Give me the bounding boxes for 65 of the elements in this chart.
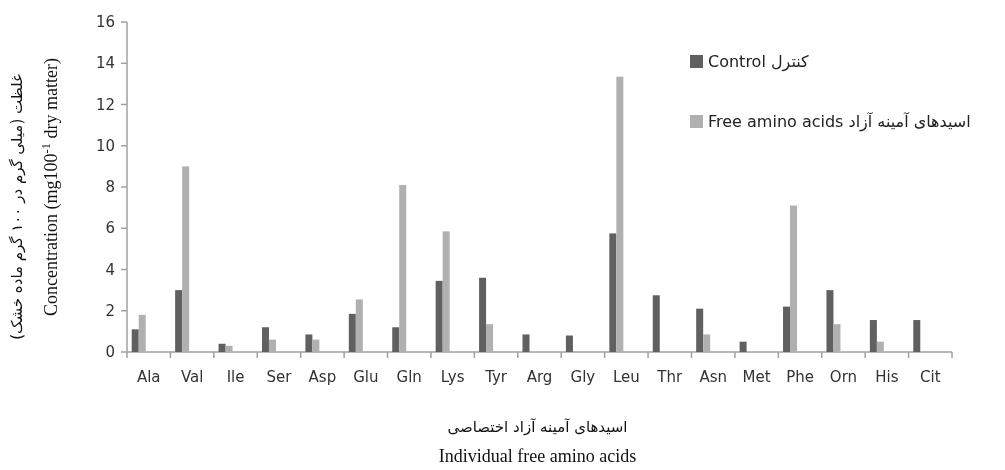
y-tick-label: 4 <box>105 260 115 279</box>
bar <box>138 314 146 352</box>
bar <box>703 334 711 352</box>
x-tick-label: Gln <box>396 368 422 386</box>
bar <box>131 329 139 352</box>
x-tick-label: Leu <box>612 368 640 386</box>
bar <box>783 306 791 352</box>
x-tick-label: Ser <box>266 368 293 386</box>
bar <box>616 76 624 352</box>
bar <box>435 280 443 352</box>
bar <box>739 341 747 352</box>
x-tick-label: Cit <box>920 368 941 386</box>
y-tick-label: 12 <box>95 95 115 114</box>
x-tick-label: Thr <box>656 368 684 386</box>
bar <box>826 290 834 352</box>
x-tick-label: Asn <box>699 368 727 386</box>
x-tick-label: Lys <box>440 368 465 386</box>
bar <box>218 343 226 352</box>
x-tick-label: Tyr <box>484 368 508 386</box>
text: غلظت (میلی گرم در ۱۰۰ گرم ماده خشک) <box>8 74 26 340</box>
y-tick-label: 0 <box>105 343 115 361</box>
bar <box>652 295 660 352</box>
bar <box>261 327 269 352</box>
x-tick-label: Ala <box>136 368 161 386</box>
bar <box>355 299 363 352</box>
bar <box>479 277 487 352</box>
x-tick-label: Ile <box>226 368 245 386</box>
bar <box>392 327 400 352</box>
bar <box>182 166 190 352</box>
bar <box>175 290 183 352</box>
y-tick-label: 14 <box>95 54 115 73</box>
bar <box>486 324 494 352</box>
bar <box>399 184 407 352</box>
bar <box>268 339 276 352</box>
x-tick-label: Met <box>742 368 771 386</box>
x-axis-title: Individual free amino acids <box>438 446 637 466</box>
y-tick-label: 6 <box>105 219 115 238</box>
bar <box>790 205 798 352</box>
bar <box>225 345 233 352</box>
x-tick-label: Val <box>180 368 204 386</box>
bar <box>696 308 704 352</box>
x-tick-label: Arg <box>526 368 553 386</box>
x-tick-label: Glu <box>353 368 379 386</box>
bar <box>348 313 356 352</box>
x-tick-label: Orn <box>829 368 858 386</box>
x-tick-label: Gly <box>570 368 596 386</box>
x-tick-label: Asp <box>308 368 337 386</box>
y-tick-label: 16 <box>95 13 115 31</box>
x-tick-label: His <box>875 368 899 386</box>
bar <box>442 231 450 352</box>
bar <box>876 341 884 352</box>
y-tick-label: 10 <box>95 136 115 155</box>
bar <box>522 334 530 352</box>
y-tick-label: 2 <box>105 301 115 320</box>
bar <box>609 233 617 352</box>
bar <box>869 320 877 352</box>
bar <box>565 335 573 352</box>
y-tick-label: 8 <box>105 178 115 196</box>
bar <box>305 334 313 352</box>
text: اسیدهای آمینه آزاد اختصاصی <box>447 418 628 436</box>
bar <box>833 324 841 352</box>
legend-label: کنترل Control <box>708 52 810 72</box>
x-tick-label: Phe <box>786 368 814 386</box>
bar <box>312 339 320 352</box>
bar <box>913 320 921 352</box>
